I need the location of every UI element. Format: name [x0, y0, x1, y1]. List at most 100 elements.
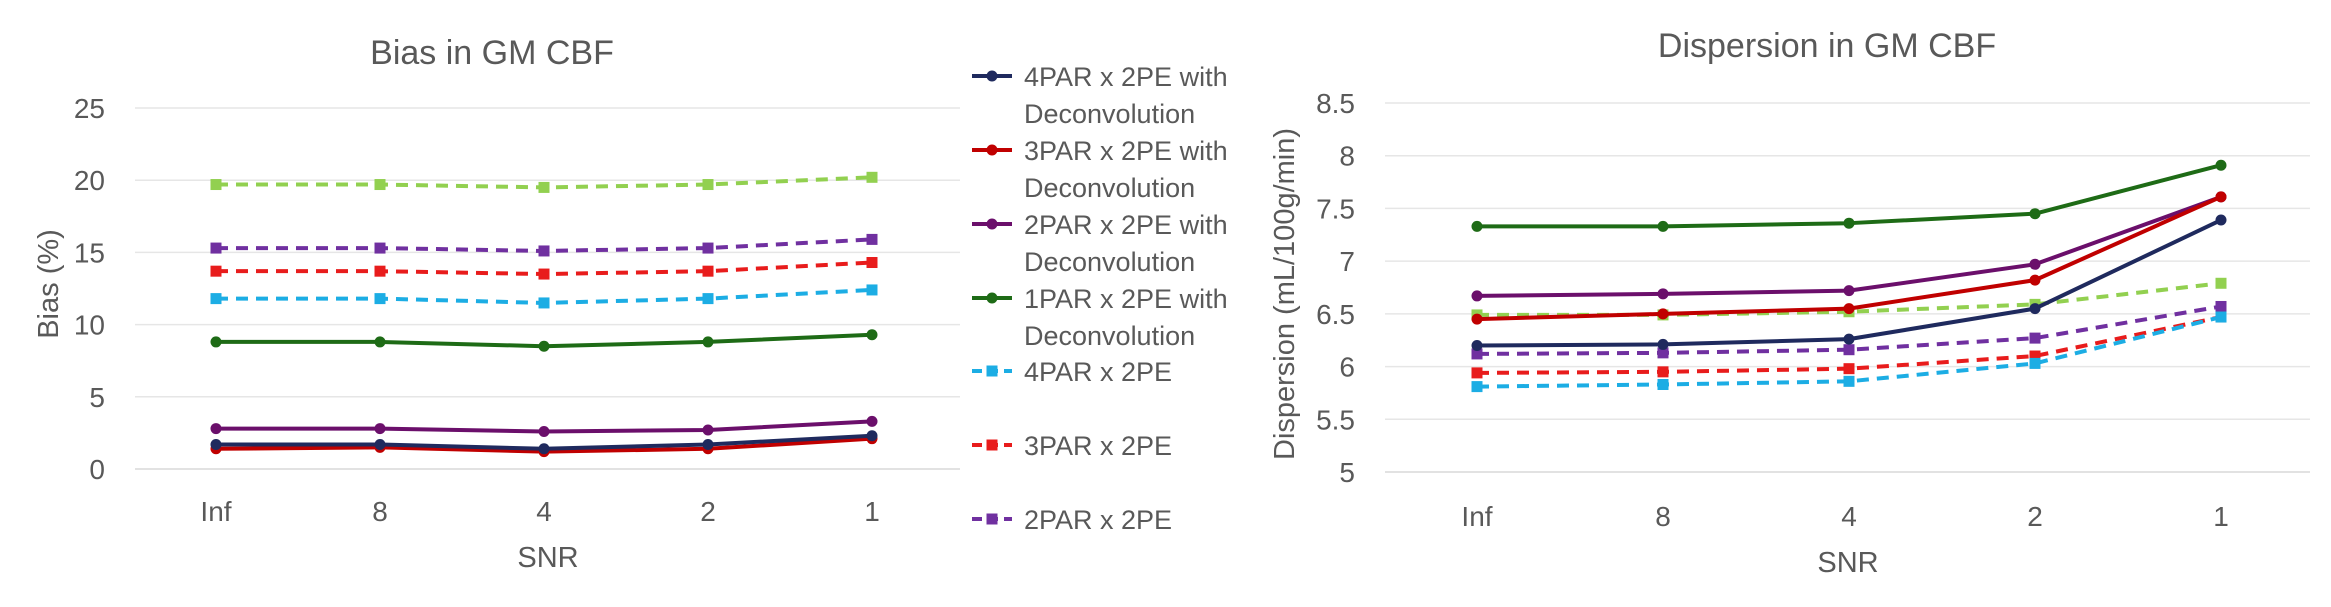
dispersion-x-tick-label: 4 [1841, 501, 1857, 532]
data-point [1657, 288, 1669, 300]
data-point [2215, 300, 2227, 312]
legend: 4PAR x 2PE with Deconvolution 3PAR x 2PE w… [972, 62, 1228, 535]
data-point [538, 425, 550, 437]
dispersion-chart-x-axis-label: SNR [1817, 547, 1878, 579]
legend-swatch-marker [986, 292, 998, 304]
dispersion-y-tick-label: 7 [1339, 246, 1355, 277]
data-point [1843, 375, 1855, 387]
data-point [866, 415, 878, 427]
data-point [866, 284, 878, 296]
data-point [866, 257, 878, 269]
bias-series-4par-x-2pe-with-deconvolution [210, 430, 878, 455]
legend-swatch-marker [986, 365, 998, 377]
bias-y-tick-label: 0 [89, 454, 105, 485]
dispersion-chart-tick-labels: 5 5.5 6 6.5 7 7.5 8 8.5 Inf 8 4 2 1 [1316, 88, 2229, 532]
data-point [1471, 381, 1483, 393]
legend-swatch-marker [986, 218, 998, 230]
series-line [1476, 304, 2222, 356]
data-point [702, 265, 714, 277]
bias-chart-gridlines [135, 107, 960, 470]
data-point [2029, 258, 2041, 270]
data-point [210, 438, 222, 450]
legend-label: 3PAR x 2PE with [1024, 136, 1228, 166]
data-point [2029, 274, 2041, 286]
data-point [374, 265, 386, 277]
bias-series-3par-x-2pe [210, 257, 878, 280]
legend-entry: 3PAR x 2PE [972, 431, 1172, 461]
dispersion-series-2par-x-2pe [1471, 300, 2227, 360]
data-point [2029, 208, 2041, 220]
data-point [702, 336, 714, 348]
data-point [1843, 285, 1855, 297]
data-point [1657, 347, 1669, 359]
bias-series-4par-x-2pe [210, 284, 878, 309]
bias-y-tick-label: 25 [74, 93, 105, 124]
data-point [538, 340, 550, 352]
legend-entry: 4PAR x 2PE [972, 357, 1172, 387]
data-point [1843, 217, 1855, 229]
bias-y-tick-label: 20 [74, 165, 105, 196]
data-point [866, 233, 878, 245]
bias-series-unlabeled [210, 171, 878, 193]
data-point [1471, 367, 1483, 379]
series-line [1476, 315, 2222, 375]
bias-y-tick-label: 10 [74, 310, 105, 341]
bias-x-tick-label: 1 [864, 496, 880, 527]
data-point [210, 265, 222, 277]
dispersion-series-1par-x-2pe-with-deconvolution [1471, 159, 2227, 232]
data-point [374, 179, 386, 191]
series-line [1477, 163, 2222, 229]
legend-label-continued: Deconvolution [1024, 99, 1195, 129]
dispersion-y-tick-label: 5.5 [1316, 404, 1355, 435]
legend-entry: 3PAR x 2PE with Deconvolution [972, 136, 1228, 203]
data-point [702, 242, 714, 254]
dispersion-y-tick-label: 8.5 [1316, 88, 1355, 119]
data-point [538, 297, 550, 309]
dispersion-y-tick-label: 6.5 [1316, 299, 1355, 330]
bias-x-tick-label: 4 [536, 496, 552, 527]
dispersion-chart-y-axis-label: Dispersion (mL/100g/min) [1269, 128, 1301, 460]
data-point [866, 171, 878, 183]
data-point [210, 179, 222, 191]
dispersion-y-tick-label: 7.5 [1316, 193, 1355, 224]
dispersion-chart-series [1471, 159, 2227, 393]
bias-chart: Bias in GM CBF Bias (%) SNR 0 5 10 15 20 25 In… [33, 34, 960, 574]
legend-label-continued: Deconvolution [1024, 321, 1195, 351]
bias-chart-tick-labels: 0 5 10 15 20 25 Inf 8 4 2 1 [74, 93, 880, 527]
legend-entry: 1PAR x 2PE with Deconvolution [972, 284, 1228, 351]
data-point [866, 430, 878, 442]
data-point [2215, 214, 2227, 226]
data-point [210, 423, 222, 435]
legend-entry: 4PAR x 2PE with Deconvolution [972, 62, 1228, 129]
data-point [374, 293, 386, 305]
data-point [1843, 333, 1855, 345]
data-point [702, 293, 714, 305]
bias-chart-series [210, 171, 878, 458]
data-point [374, 336, 386, 348]
bias-x-tick-label: 8 [372, 496, 388, 527]
data-point [2215, 191, 2227, 203]
data-point [538, 181, 550, 193]
data-point [210, 336, 222, 348]
data-point [1657, 378, 1669, 390]
bias-chart-y-axis-label: Bias (%) [33, 229, 65, 339]
data-point [702, 438, 714, 450]
data-point [210, 293, 222, 305]
dispersion-x-tick-label: 2 [2027, 501, 2043, 532]
dispersion-series-4par-x-2pe-with-deconvolution [1471, 214, 2227, 351]
data-point [1471, 290, 1483, 302]
dispersion-y-tick-label: 8 [1339, 141, 1355, 172]
bias-series-2par-x-2pe [210, 233, 878, 257]
data-point [1843, 303, 1855, 315]
bias-chart-x-axis-label: SNR [517, 542, 578, 574]
dispersion-chart: Dispersion in GM CBF Dispersion (mL/100g… [1269, 27, 2310, 579]
data-point [2215, 277, 2227, 289]
data-point [1843, 344, 1855, 356]
data-point [1471, 220, 1483, 232]
data-point [2029, 303, 2041, 315]
legend-swatch-marker [986, 439, 998, 451]
data-point [1657, 366, 1669, 378]
legend-label: 3PAR x 2PE [1024, 431, 1172, 461]
data-point [2029, 332, 2041, 344]
legend-label: 4PAR x 2PE with [1024, 62, 1228, 92]
